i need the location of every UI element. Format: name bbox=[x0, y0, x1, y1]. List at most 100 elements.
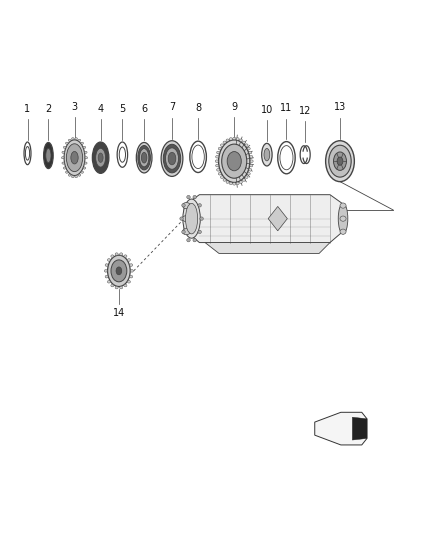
Circle shape bbox=[193, 238, 196, 242]
Ellipse shape bbox=[217, 151, 220, 154]
Ellipse shape bbox=[183, 203, 190, 208]
Text: 6: 6 bbox=[141, 104, 147, 114]
Ellipse shape bbox=[46, 148, 51, 163]
Ellipse shape bbox=[215, 164, 219, 167]
Ellipse shape bbox=[220, 144, 223, 147]
Ellipse shape bbox=[71, 151, 78, 164]
Ellipse shape bbox=[264, 148, 270, 161]
Ellipse shape bbox=[161, 141, 183, 176]
Ellipse shape bbox=[111, 260, 127, 282]
Ellipse shape bbox=[230, 138, 233, 140]
Ellipse shape bbox=[223, 141, 226, 144]
Ellipse shape bbox=[247, 173, 250, 175]
Text: 11: 11 bbox=[280, 103, 293, 114]
Ellipse shape bbox=[245, 144, 248, 147]
Ellipse shape bbox=[333, 152, 346, 171]
Ellipse shape bbox=[62, 151, 64, 154]
Ellipse shape bbox=[233, 182, 236, 185]
Ellipse shape bbox=[78, 174, 81, 176]
Ellipse shape bbox=[250, 164, 253, 167]
Ellipse shape bbox=[183, 215, 190, 222]
Ellipse shape bbox=[236, 182, 239, 184]
Ellipse shape bbox=[75, 175, 78, 177]
Ellipse shape bbox=[338, 204, 348, 234]
Ellipse shape bbox=[107, 259, 110, 261]
Ellipse shape bbox=[325, 141, 354, 182]
Ellipse shape bbox=[240, 181, 242, 183]
Ellipse shape bbox=[67, 144, 83, 172]
Ellipse shape bbox=[64, 167, 66, 169]
Ellipse shape bbox=[261, 143, 272, 166]
Circle shape bbox=[198, 204, 201, 207]
Ellipse shape bbox=[105, 264, 108, 266]
Circle shape bbox=[187, 196, 190, 199]
Text: 4: 4 bbox=[98, 104, 104, 114]
Ellipse shape bbox=[68, 174, 71, 176]
Ellipse shape bbox=[71, 138, 74, 140]
Ellipse shape bbox=[105, 276, 108, 278]
Polygon shape bbox=[268, 206, 287, 231]
Ellipse shape bbox=[183, 199, 200, 238]
Ellipse shape bbox=[227, 151, 241, 171]
Ellipse shape bbox=[163, 144, 181, 173]
Ellipse shape bbox=[64, 140, 85, 175]
Ellipse shape bbox=[247, 147, 250, 150]
Polygon shape bbox=[205, 243, 330, 254]
Text: 8: 8 bbox=[195, 103, 201, 113]
Text: 10: 10 bbox=[261, 105, 273, 115]
Ellipse shape bbox=[124, 284, 127, 287]
Circle shape bbox=[187, 238, 190, 242]
Ellipse shape bbox=[81, 171, 84, 173]
Ellipse shape bbox=[66, 142, 68, 144]
Ellipse shape bbox=[68, 139, 71, 141]
Ellipse shape bbox=[115, 286, 118, 289]
Ellipse shape bbox=[249, 168, 252, 171]
Ellipse shape bbox=[44, 142, 53, 168]
Ellipse shape bbox=[120, 286, 123, 289]
Text: 13: 13 bbox=[334, 102, 346, 112]
Ellipse shape bbox=[233, 137, 236, 140]
Ellipse shape bbox=[136, 142, 152, 173]
Ellipse shape bbox=[250, 156, 253, 158]
Ellipse shape bbox=[120, 253, 123, 255]
Ellipse shape bbox=[236, 138, 239, 140]
Ellipse shape bbox=[168, 152, 176, 165]
Ellipse shape bbox=[83, 146, 86, 148]
Text: 9: 9 bbox=[231, 102, 237, 111]
Circle shape bbox=[182, 204, 185, 207]
Ellipse shape bbox=[115, 253, 118, 255]
Ellipse shape bbox=[130, 264, 133, 266]
Ellipse shape bbox=[111, 284, 114, 287]
Ellipse shape bbox=[95, 148, 106, 167]
Text: 14: 14 bbox=[113, 308, 125, 318]
Circle shape bbox=[198, 230, 201, 233]
Ellipse shape bbox=[245, 176, 248, 179]
Ellipse shape bbox=[85, 162, 87, 164]
Text: 2: 2 bbox=[45, 104, 52, 114]
Text: 1: 1 bbox=[25, 104, 31, 114]
Ellipse shape bbox=[64, 146, 66, 148]
Ellipse shape bbox=[83, 167, 86, 169]
Ellipse shape bbox=[215, 156, 219, 158]
Ellipse shape bbox=[61, 157, 64, 159]
Ellipse shape bbox=[340, 203, 346, 208]
Polygon shape bbox=[184, 195, 345, 243]
Ellipse shape bbox=[242, 141, 245, 144]
Text: 7: 7 bbox=[169, 102, 175, 112]
Ellipse shape bbox=[138, 146, 150, 170]
Text: 3: 3 bbox=[71, 102, 78, 111]
Ellipse shape bbox=[340, 229, 346, 235]
Ellipse shape bbox=[92, 142, 109, 173]
Ellipse shape bbox=[124, 255, 127, 257]
Ellipse shape bbox=[98, 153, 103, 163]
Ellipse shape bbox=[130, 276, 133, 278]
Ellipse shape bbox=[240, 139, 242, 142]
Ellipse shape bbox=[108, 255, 130, 287]
Polygon shape bbox=[352, 417, 367, 440]
Ellipse shape bbox=[337, 157, 343, 165]
Ellipse shape bbox=[75, 138, 78, 140]
Ellipse shape bbox=[220, 176, 223, 179]
Ellipse shape bbox=[127, 259, 131, 261]
Ellipse shape bbox=[329, 145, 351, 177]
Ellipse shape bbox=[340, 216, 346, 221]
